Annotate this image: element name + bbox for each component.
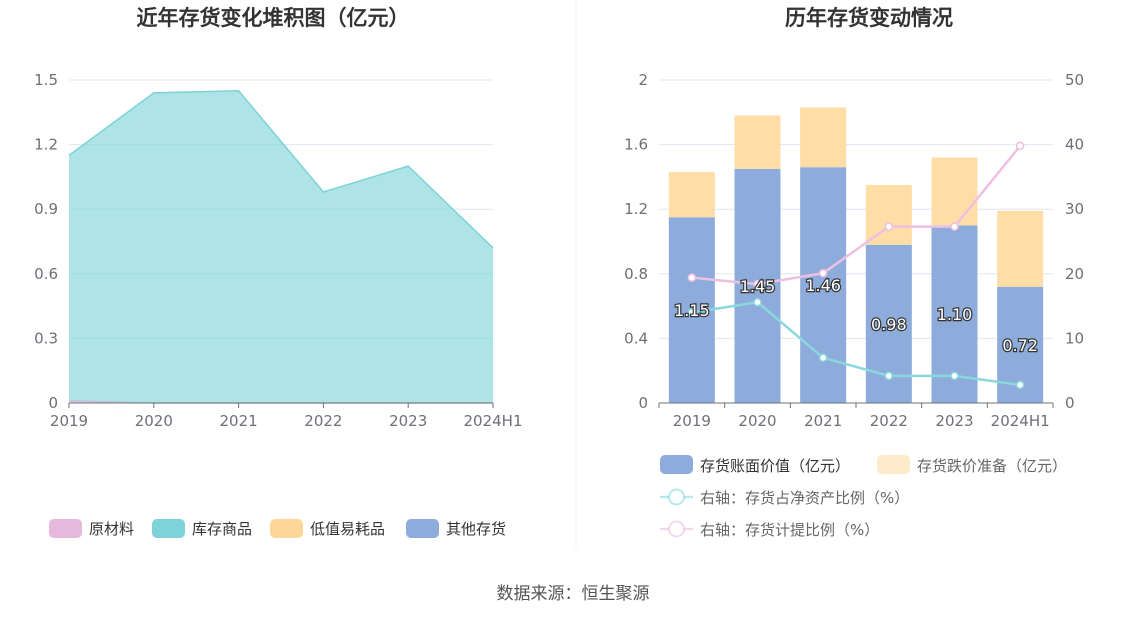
- right-legend-label: 右轴：存货占净资产比例（%）: [700, 489, 909, 507]
- left-chart-title: 近年存货变化堆积图（亿元）: [137, 6, 410, 30]
- left-x-tick-label: 2024H1: [464, 412, 523, 430]
- right-y-tick-label: 2: [638, 71, 648, 89]
- left-legend-swatch: [49, 519, 82, 538]
- right-x-tick-label: 2022: [870, 412, 908, 430]
- left-legend-label: 库存商品: [192, 520, 252, 538]
- bar-book-value: [800, 167, 847, 403]
- left-area-series: [68, 90, 494, 404]
- right-legend-item[interactable]: 右轴：存货计提比例（%）: [660, 520, 879, 539]
- right-legend-item[interactable]: 存货跌价准备（亿元）: [877, 455, 1067, 475]
- area-edge-line: [68, 90, 494, 249]
- left-y-tick-label: 0: [48, 394, 58, 412]
- left-y-tick-label: 0.9: [34, 200, 58, 218]
- line-provision-ratio-point: [687, 273, 697, 282]
- right-legend-label: 存货账面价值（亿元）: [700, 457, 850, 475]
- line-provision-ratio-point: [950, 222, 959, 231]
- line-provision-ratio-point: [1015, 141, 1025, 151]
- right-x-tick-label: 2023: [935, 412, 973, 430]
- left-axes: 0 0.3 0.6 0.9 1.2 1.5 2019 2020 2021 2022 2023 2024…: [34, 71, 522, 430]
- left-legend-label: 其他存货: [446, 520, 506, 538]
- right-legend-label: 存货跌价准备（亿元）: [917, 457, 1067, 475]
- right-y-tick-label: 0.8: [624, 265, 648, 283]
- right-x-tick-label: 2019: [673, 412, 711, 430]
- left-legend-item[interactable]: 原材料: [49, 519, 134, 538]
- right-chart-title: 历年存货变动情况: [785, 6, 953, 30]
- left-legend-label: 低值易耗品: [310, 520, 385, 538]
- right-legend-item[interactable]: 存货账面价值（亿元）: [660, 455, 850, 475]
- bar-impairment-reserve: [997, 210, 1044, 287]
- bar-value-label: 0.98: [871, 315, 907, 334]
- line-net-asset-ratio-point: [753, 297, 762, 307]
- left-x-tick-label: 2022: [304, 412, 342, 430]
- bar-impairment-reserve: [800, 107, 847, 168]
- right-y-tick-label: 0.4: [624, 329, 648, 347]
- bar-value-label: 1.45: [740, 277, 776, 296]
- inventory-stacked-area-chart: 近年存货变化堆积图（亿元） 0 0.3 0.6 0.9 1.2 1.5 2019 2020 20…: [34, 6, 523, 538]
- bar-impairment-reserve: [734, 115, 781, 169]
- right-line-series: [687, 141, 1025, 390]
- line-provision-ratio-point: [753, 279, 762, 289]
- line-provision-ratio-point: [818, 268, 828, 278]
- right-y2-tick-label: 20: [1065, 265, 1084, 283]
- left-x-tick-label: 2020: [135, 412, 173, 430]
- left-y-tick-label: 0.3: [34, 329, 58, 347]
- left-y-tick-label: 1.2: [34, 136, 58, 154]
- right-y-tick-label: 1.2: [624, 200, 648, 218]
- line-net-asset-ratio: [691, 300, 1021, 387]
- line-provision-ratio: [691, 145, 1022, 286]
- right-y-tick-label: 0: [638, 394, 648, 412]
- right-bar-labels: 1.15 1.45 1.46 0.98 1.10 0.72: [673, 275, 1039, 356]
- right-legend[interactable]: 存货账面价值（亿元） 存货跌价准备（亿元） 右轴：存货占净资产比例（%） 右轴：存货计…: [660, 455, 1067, 539]
- left-legend-swatch: [406, 519, 439, 538]
- right-y2-tick-label: 50: [1065, 71, 1084, 89]
- right-x-tick-label: 2024H1: [991, 412, 1050, 430]
- right-legend-marker: [668, 520, 685, 538]
- right-x-tick-label: 2020: [738, 412, 776, 430]
- left-y-tick-label: 1.5: [34, 71, 58, 89]
- bar-value-label: 1.46: [805, 276, 841, 295]
- line-net-asset-ratio-point: [884, 371, 894, 381]
- left-y-tick-label: 0.6: [34, 265, 58, 283]
- line-provision-ratio-point: [884, 222, 894, 231]
- right-x-tick-label: 2021: [804, 412, 842, 430]
- right-y2-tick-label: 40: [1065, 136, 1084, 154]
- left-legend-item[interactable]: 库存商品: [152, 519, 252, 538]
- right-grid: [659, 79, 1053, 339]
- left-x-tick-label: 2023: [389, 412, 427, 430]
- left-x-tick-label: 2021: [220, 412, 258, 430]
- right-bar-series: [668, 107, 1044, 403]
- left-legend-swatch: [270, 519, 303, 538]
- right-y2-tick-label: 10: [1065, 329, 1084, 347]
- right-legend-swatch: [877, 455, 910, 474]
- bar-impairment-reserve: [931, 157, 978, 226]
- left-legend-item[interactable]: 低值易耗品: [270, 519, 385, 538]
- bar-value-label: 1.10: [937, 305, 973, 324]
- inventory-change-bar-chart: 历年存货变动情况 1.15 1.45 1.46 0.98 1.10 0.72 0 0.4 0.…: [624, 6, 1084, 539]
- bar-impairment-reserve: [865, 184, 912, 245]
- area-finished-goods: [69, 90, 493, 404]
- data-source: 数据来源：恒生聚源: [497, 584, 650, 604]
- left-legend-label: 原材料: [89, 520, 134, 538]
- bar-value-label: 0.72: [1002, 336, 1038, 355]
- right-y-tick-label: 1.6: [624, 136, 648, 154]
- right-legend-label: 右轴：存货计提比例（%）: [700, 521, 879, 539]
- right-y2-tick-label: 30: [1065, 200, 1084, 218]
- line-net-asset-ratio-point: [818, 353, 828, 363]
- line-net-asset-ratio-point: [1015, 380, 1025, 390]
- left-legend[interactable]: 原材料 库存商品 低值易耗品 其他存货: [49, 519, 506, 538]
- left-x-tick-label: 2019: [50, 412, 88, 430]
- line-net-asset-ratio-point: [687, 308, 697, 317]
- line-net-asset-ratio-point: [950, 371, 959, 381]
- left-legend-swatch: [152, 519, 185, 538]
- bar-impairment-reserve: [668, 172, 715, 218]
- right-legend-swatch: [660, 455, 693, 474]
- bar-value-label: 1.15: [674, 301, 710, 320]
- right-legend-marker: [668, 488, 685, 506]
- left-legend-item[interactable]: 其他存货: [406, 519, 506, 538]
- right-y2-tick-label: 0: [1065, 394, 1075, 412]
- right-legend-item[interactable]: 右轴：存货占净资产比例（%）: [660, 488, 909, 507]
